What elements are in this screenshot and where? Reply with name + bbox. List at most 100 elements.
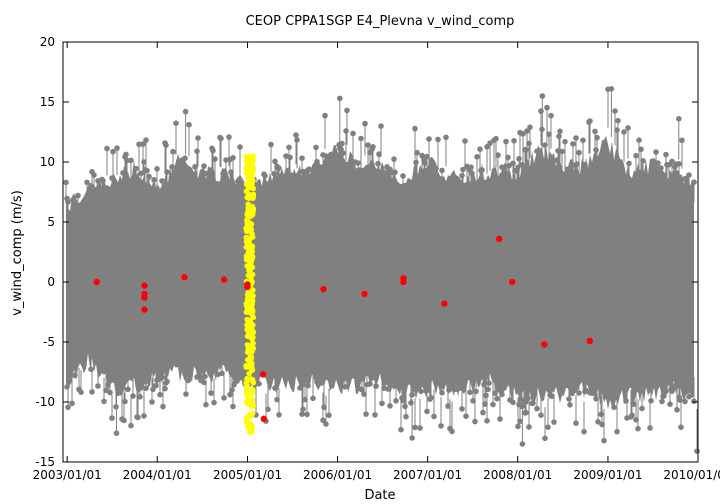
- highlight-point: [250, 379, 257, 386]
- highlight-point: [250, 345, 257, 352]
- x-axis-label: Date: [364, 488, 395, 503]
- y-tick-label: 15: [40, 95, 55, 109]
- flagged-point: [220, 276, 228, 283]
- x-tick-label: 2005/01/01: [213, 468, 282, 482]
- y-tick-label: -5: [43, 335, 55, 349]
- main-point: [367, 381, 373, 387]
- x-tick-label: 2008/01/01: [483, 468, 552, 482]
- highlight-point: [247, 317, 253, 324]
- main-point-extreme: [182, 108, 189, 115]
- main-point: [121, 417, 127, 424]
- highlight-point: [245, 205, 251, 211]
- highlight-point: [248, 179, 254, 185]
- main-point: [297, 385, 303, 391]
- x-tick-label: 2010/01/01: [663, 468, 720, 482]
- main-point: [302, 396, 308, 403]
- highlight-point: [249, 206, 256, 212]
- main-point: [412, 424, 418, 431]
- main-point: [362, 120, 368, 127]
- highlight-point: [245, 213, 251, 219]
- flagged-point: [496, 235, 503, 242]
- flagged-point: [541, 341, 548, 348]
- main-point: [515, 423, 521, 430]
- highlight-point: [243, 239, 250, 245]
- main-point: [153, 382, 159, 389]
- y-tick-label: -15: [35, 455, 55, 469]
- highlight-point: [245, 161, 251, 168]
- highlight-point: [245, 395, 251, 402]
- flagged-point: [93, 278, 101, 286]
- highlight-point: [247, 334, 254, 340]
- y-tick-label: 10: [40, 155, 55, 169]
- main-point: [109, 415, 115, 421]
- highlight-point: [246, 191, 252, 198]
- main-point: [89, 389, 95, 395]
- highlight-point: [245, 250, 252, 256]
- main-point: [424, 408, 430, 415]
- x-tick-label: 2006/01/01: [303, 468, 372, 482]
- main-point: [363, 411, 369, 417]
- highlight-point: [249, 390, 255, 397]
- main-point: [526, 424, 532, 430]
- main-point: [472, 418, 478, 425]
- highlight-point: [249, 326, 255, 332]
- x-tick-label: 2003/01/01: [33, 468, 102, 482]
- y-tick-label: -10: [35, 395, 55, 409]
- flagged-point: [441, 300, 448, 307]
- highlight-point: [243, 256, 250, 263]
- main-point: [379, 400, 385, 407]
- main-point: [183, 391, 189, 397]
- main-point: [548, 112, 554, 119]
- highlight-point-max: [247, 153, 253, 159]
- flagged-point: [361, 290, 368, 298]
- main-point: [160, 403, 166, 410]
- flagged-point: [400, 278, 407, 286]
- flagged-point: [259, 371, 267, 378]
- plot-frame: [62, 41, 699, 463]
- highlight-point: [244, 375, 250, 382]
- flagged-point: [141, 294, 148, 301]
- main-point: [510, 399, 516, 406]
- highlight-point: [243, 309, 250, 316]
- main-point: [625, 125, 631, 131]
- main-point: [322, 112, 328, 119]
- highlight-point: [244, 292, 251, 299]
- highlight-point: [243, 362, 249, 369]
- highlight-point: [249, 298, 256, 304]
- flagged-point: [320, 286, 327, 293]
- chart-title: CEOP CPPA1SGP E4_Plevna v_wind_comp: [246, 14, 515, 29]
- main-point: [201, 379, 207, 386]
- x-tick-label: 2009/01/01: [573, 468, 642, 482]
- highlight-point: [245, 421, 252, 427]
- y-tick-label: 0: [47, 275, 55, 289]
- main-point: [482, 401, 488, 407]
- main-point-extreme: [337, 95, 343, 102]
- main-point: [211, 399, 217, 406]
- main-point: [438, 423, 444, 429]
- flagged-point: [260, 415, 267, 422]
- x-tick-label: 2004/01/01: [123, 468, 192, 482]
- flagged-point: [141, 306, 148, 313]
- plot-area: [63, 86, 700, 455]
- flagged-point: [586, 337, 594, 344]
- main-point: [344, 107, 350, 114]
- main-point: [485, 386, 491, 393]
- highlight-point: [245, 342, 252, 349]
- flagged-point: [181, 274, 188, 281]
- main-point: [431, 413, 437, 420]
- y-tick-label: 5: [47, 215, 55, 229]
- y-axis-label: v_wind_comp (m/s): [10, 190, 25, 316]
- flagged-point: [509, 278, 516, 286]
- main-point: [304, 411, 310, 418]
- main-point: [480, 409, 486, 416]
- highlight-point: [247, 360, 254, 367]
- highlight-point: [250, 340, 256, 347]
- main-point: [105, 382, 111, 388]
- main-point: [647, 425, 653, 431]
- main-point: [544, 104, 550, 111]
- series-highlight-points: [243, 153, 257, 435]
- highlight-point: [246, 412, 253, 418]
- flagged-point: [141, 282, 148, 289]
- axes: -15 -10 -5 0 5 10 15 20 2003/01/01 2004/01/01 2005…: [33, 35, 720, 482]
